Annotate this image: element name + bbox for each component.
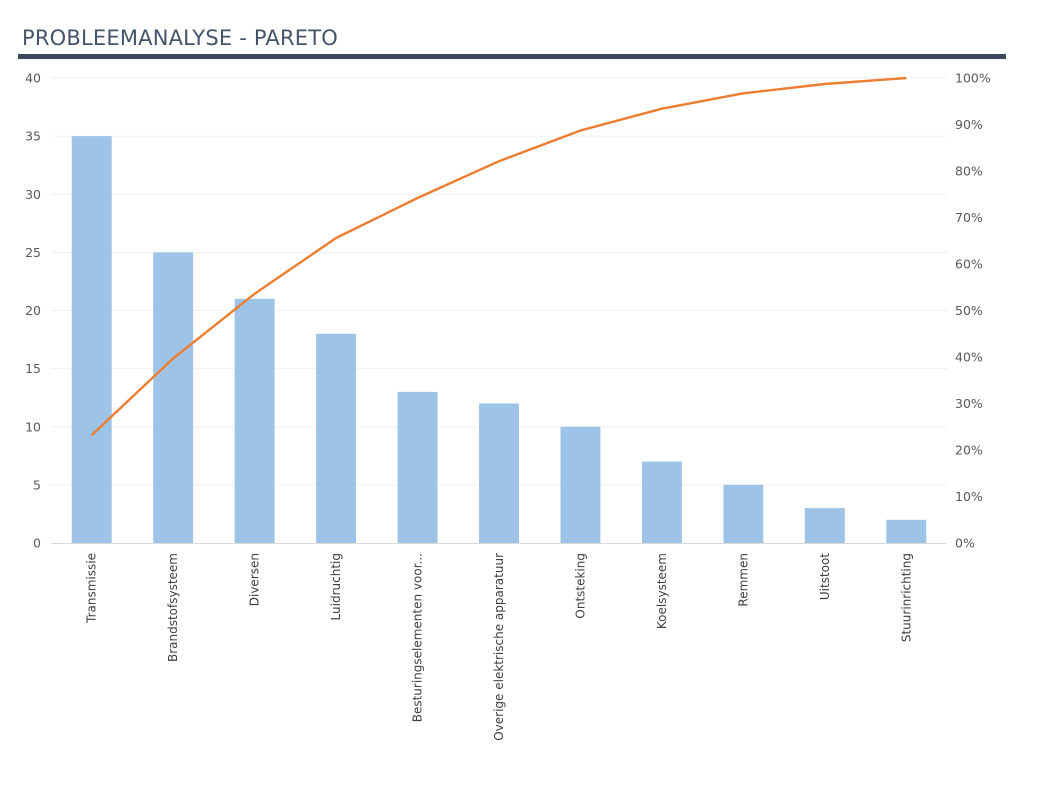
y-tick-label: 0 bbox=[33, 536, 41, 551]
category-label: Overige elektrische apparatuur bbox=[492, 553, 506, 741]
title-divider bbox=[18, 54, 1006, 59]
gridlines bbox=[51, 77, 947, 486]
y-tick-label: 5 bbox=[33, 477, 41, 492]
y-tick-label: 10 bbox=[25, 419, 41, 434]
bar[interactable] bbox=[560, 426, 601, 543]
y2-tick-label: 100% bbox=[955, 71, 991, 86]
y2-tick-label: 60% bbox=[955, 257, 983, 272]
category-label: Diversen bbox=[248, 553, 262, 606]
bar[interactable] bbox=[804, 508, 845, 543]
bar[interactable] bbox=[71, 136, 112, 543]
category-label: Besturingselementen voor... bbox=[411, 553, 425, 722]
bar-series bbox=[71, 136, 927, 544]
y2-tick-label: 20% bbox=[955, 443, 983, 458]
category-label: Uitstoot bbox=[818, 553, 832, 600]
category-label: Brandstofsysteem bbox=[166, 553, 180, 662]
bar[interactable] bbox=[641, 461, 682, 543]
y-tick-label: 20 bbox=[25, 303, 41, 318]
bar[interactable] bbox=[886, 519, 927, 543]
bar[interactable] bbox=[397, 391, 438, 543]
y2-tick-label: 0% bbox=[955, 536, 975, 551]
y2-tick-label: 30% bbox=[955, 396, 983, 411]
bar[interactable] bbox=[153, 252, 194, 543]
bar[interactable] bbox=[723, 484, 764, 543]
y2-tick-label: 90% bbox=[955, 117, 983, 132]
page-title: PROBLEEMANALYSE - PARETO bbox=[22, 26, 338, 50]
category-labels: Transmissie Brandstofsysteem Diversen Luidr… bbox=[85, 553, 914, 741]
category-label: Ontsteking bbox=[573, 553, 587, 619]
y-tick-label: 35 bbox=[25, 129, 41, 144]
bar[interactable] bbox=[479, 403, 519, 544]
y-tick-label: 30 bbox=[25, 187, 41, 202]
category-label: Koelsysteem bbox=[655, 553, 669, 629]
left-axis-ticks: 0 5 10 15 20 25 30 35 40 bbox=[25, 71, 41, 551]
y2-tick-label: 10% bbox=[955, 489, 983, 504]
y2-tick-label: 50% bbox=[955, 303, 983, 318]
cumulative-line bbox=[90, 76, 907, 436]
y-tick-label: 25 bbox=[25, 245, 41, 260]
category-label: Transmissie bbox=[85, 553, 99, 624]
y2-tick-label: 40% bbox=[955, 350, 983, 365]
category-label: Remmen bbox=[736, 553, 750, 607]
y-tick-label: 40 bbox=[25, 71, 41, 86]
category-label: Stuurinrichting bbox=[899, 553, 913, 642]
bar[interactable] bbox=[234, 298, 275, 543]
bar[interactable] bbox=[316, 333, 357, 543]
y-tick-label: 15 bbox=[25, 361, 41, 376]
category-label: Luidruchtig bbox=[329, 553, 343, 620]
right-axis-ticks: 0% 10% 20% 30% 40% 50% 60% 70% 80% 90% 100% bbox=[955, 71, 991, 551]
y2-tick-label: 70% bbox=[955, 210, 983, 225]
y2-tick-label: 80% bbox=[955, 164, 983, 179]
